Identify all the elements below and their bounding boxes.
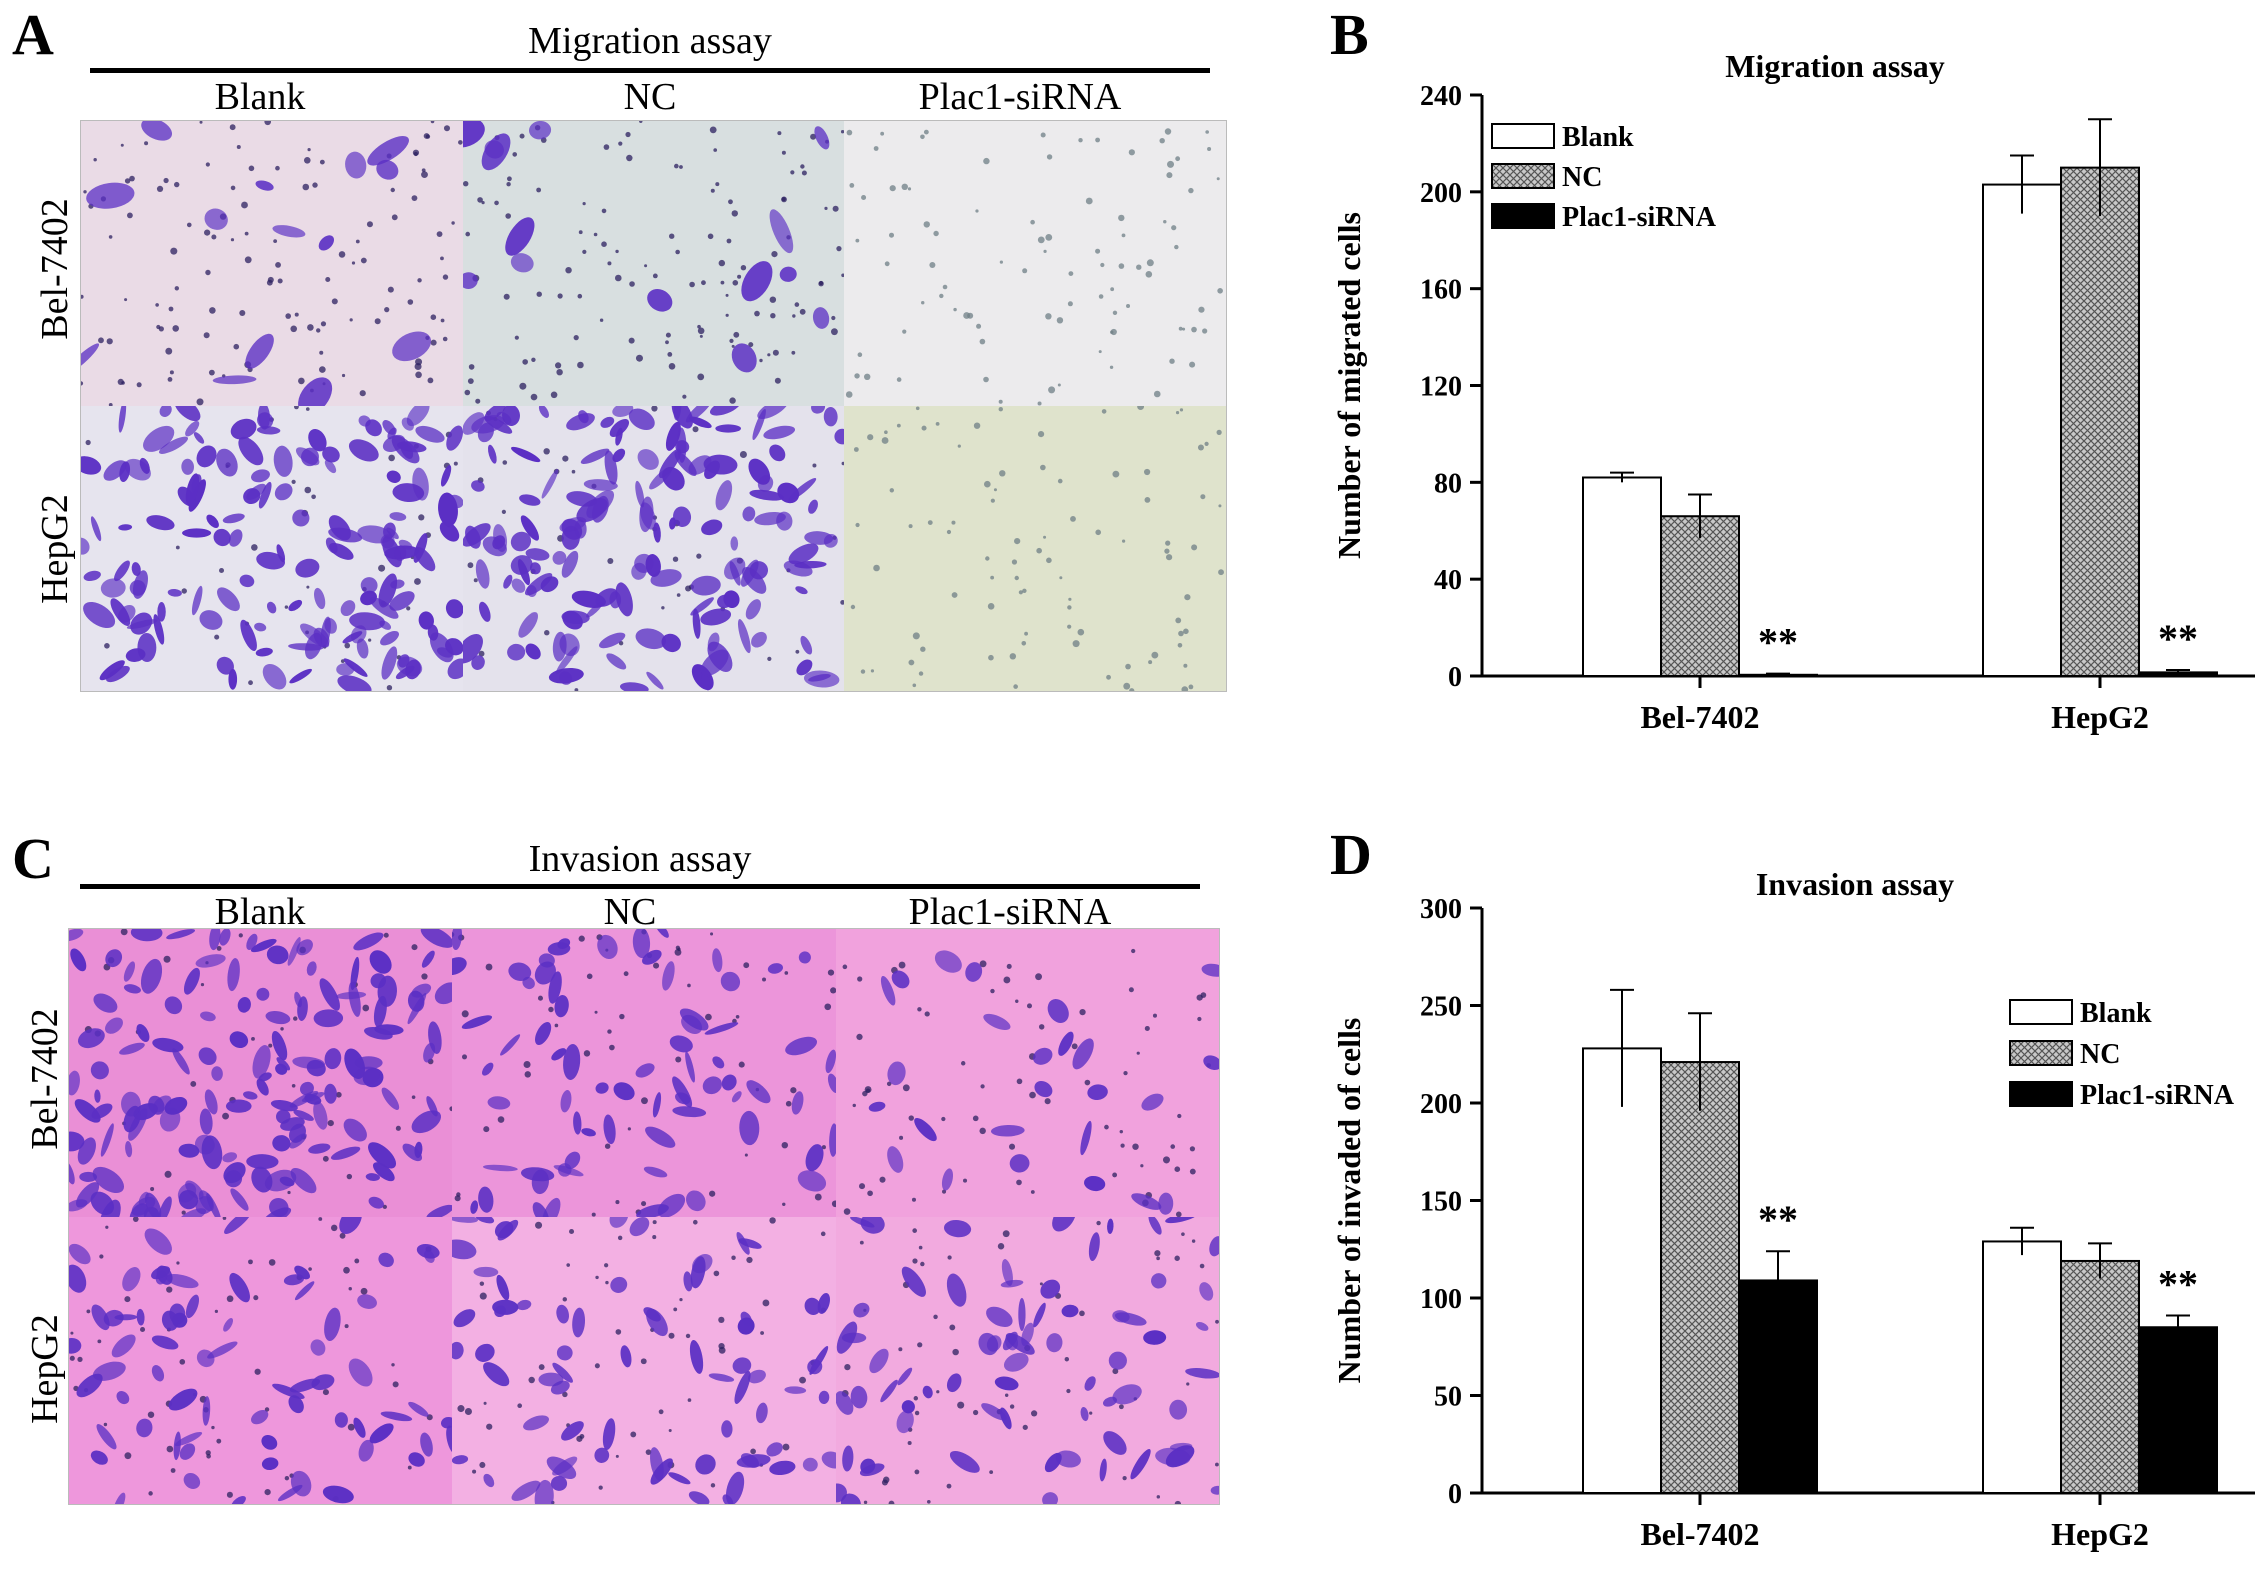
migration-micrograph-hepg2-blank — [81, 406, 463, 691]
y-tick-label: 100 — [1420, 1284, 1462, 1315]
migration-col-label-plac1-sirna: Plac1-siRNA — [918, 76, 1122, 118]
y-tick-label: 250 — [1420, 992, 1462, 1023]
bar — [1982, 183, 2062, 677]
migration-row-label-bel7402: Bel-7402 — [34, 198, 76, 340]
invasion-row-label-bel7402: Bel-7402 — [24, 1008, 66, 1150]
invasion-row-label-hepg2: HepG2 — [24, 1314, 66, 1424]
y-tick-label: 300 — [1420, 894, 1462, 925]
invasion-col-label-plac1-sirna: Plac1-siRNA — [908, 891, 1112, 933]
y-tick-label: 80 — [1434, 468, 1462, 499]
migration-micrograph-bel7402-nc — [462, 121, 845, 406]
chart-title: Invasion assay — [1756, 866, 1954, 902]
bar — [1660, 515, 1740, 677]
legend-label: NC — [2080, 1039, 2120, 1070]
invasion-micrograph-hepg2-nc — [452, 1216, 836, 1504]
bar — [2060, 166, 2140, 677]
invasion-micrograph-grid — [68, 928, 1220, 1505]
bar — [2060, 1259, 2140, 1495]
bar — [1982, 1240, 2062, 1495]
migration-bar-chart: Migration assay Number of migrated cells 0… — [1331, 48, 2255, 735]
legend-label: Plac1-siRNA — [1562, 202, 1717, 233]
bar — [2138, 1326, 2218, 1494]
x-tick-label: Bel-7402 — [1640, 699, 1759, 735]
invasion-col-label-blank: Blank — [214, 891, 306, 933]
migration-title-rule — [90, 68, 1210, 73]
y-tick-label: 200 — [1420, 178, 1462, 209]
panel-letter-b: B — [1330, 2, 1369, 67]
y-tick-label: 240 — [1420, 81, 1462, 112]
migration-micrograph-bel7402-plac1-sirna — [844, 121, 1226, 406]
invasion-micrograph-hepg2-plac1-sirna — [835, 1216, 1219, 1504]
y-axis-label: Number of invaded of cells — [1331, 1018, 1367, 1384]
invasion-col-label-nc: NC — [603, 891, 657, 933]
bar — [1660, 1061, 1740, 1495]
y-tick-label: 120 — [1420, 372, 1462, 403]
invasion-micrograph-hepg2-blank — [69, 1216, 453, 1504]
migration-micrograph-hepg2-plac1-sirna — [844, 406, 1226, 691]
x-tick-label: HepG2 — [2051, 1516, 2149, 1552]
chart-title: Migration assay — [1725, 48, 1945, 84]
x-tick-label: HepG2 — [2051, 699, 2149, 735]
significance-marker: ** — [2158, 1262, 2198, 1307]
y-tick-label: 0 — [1448, 662, 1462, 693]
invasion-assay-title: Invasion assay — [528, 838, 752, 880]
panel-letter-a: A — [12, 2, 54, 67]
migration-assay-title: Migration assay — [528, 20, 772, 62]
legend-swatch — [2009, 1081, 2073, 1107]
legend-swatch — [1491, 123, 1555, 149]
migration-col-label-nc: NC — [623, 76, 677, 118]
migration-micrograph-hepg2-nc — [462, 406, 845, 691]
y-tick-label: 200 — [1420, 1089, 1462, 1120]
x-tick-label: Bel-7402 — [1640, 1516, 1759, 1552]
legend-label: Blank — [1562, 122, 1634, 153]
migration-micrograph-grid — [80, 120, 1227, 692]
y-tick-label: 40 — [1434, 565, 1462, 596]
migration-micrograph-bel7402-blank — [81, 121, 463, 406]
legend-label: Plac1-siRNA — [2080, 1080, 2235, 1111]
y-tick-label: 0 — [1448, 1479, 1462, 1510]
panel-letter-c: C — [12, 826, 54, 891]
invasion-bar-chart: Invasion assay Number of invaded of cells… — [1331, 866, 2255, 1552]
migration-col-label-blank: Blank — [214, 76, 306, 118]
y-tick-label: 50 — [1434, 1382, 1462, 1413]
y-tick-label: 160 — [1420, 275, 1462, 306]
invasion-micrograph-bel7402-blank — [69, 929, 453, 1217]
legend-swatch — [2009, 999, 2073, 1025]
significance-marker: ** — [2158, 616, 2198, 661]
invasion-title-rule — [80, 884, 1200, 889]
invasion-micrograph-bel7402-nc — [452, 929, 836, 1217]
bar — [1582, 1047, 1662, 1494]
y-axis-label: Number of migrated cells — [1331, 212, 1367, 559]
legend-swatch — [1491, 203, 1555, 229]
bar — [1738, 1279, 1818, 1495]
bar — [1582, 476, 1662, 677]
significance-marker: ** — [1758, 1197, 1798, 1242]
panel-letter-d: D — [1330, 822, 1372, 887]
migration-row-label-hepg2: HepG2 — [34, 494, 76, 604]
invasion-micrograph-bel7402-plac1-sirna — [835, 929, 1219, 1217]
legend-swatch — [1491, 163, 1555, 189]
legend-label: Blank — [2080, 998, 2152, 1029]
y-tick-label: 150 — [1420, 1187, 1462, 1218]
significance-marker: ** — [1758, 620, 1798, 665]
legend-swatch — [2009, 1040, 2073, 1066]
legend-label: NC — [1562, 162, 1602, 193]
